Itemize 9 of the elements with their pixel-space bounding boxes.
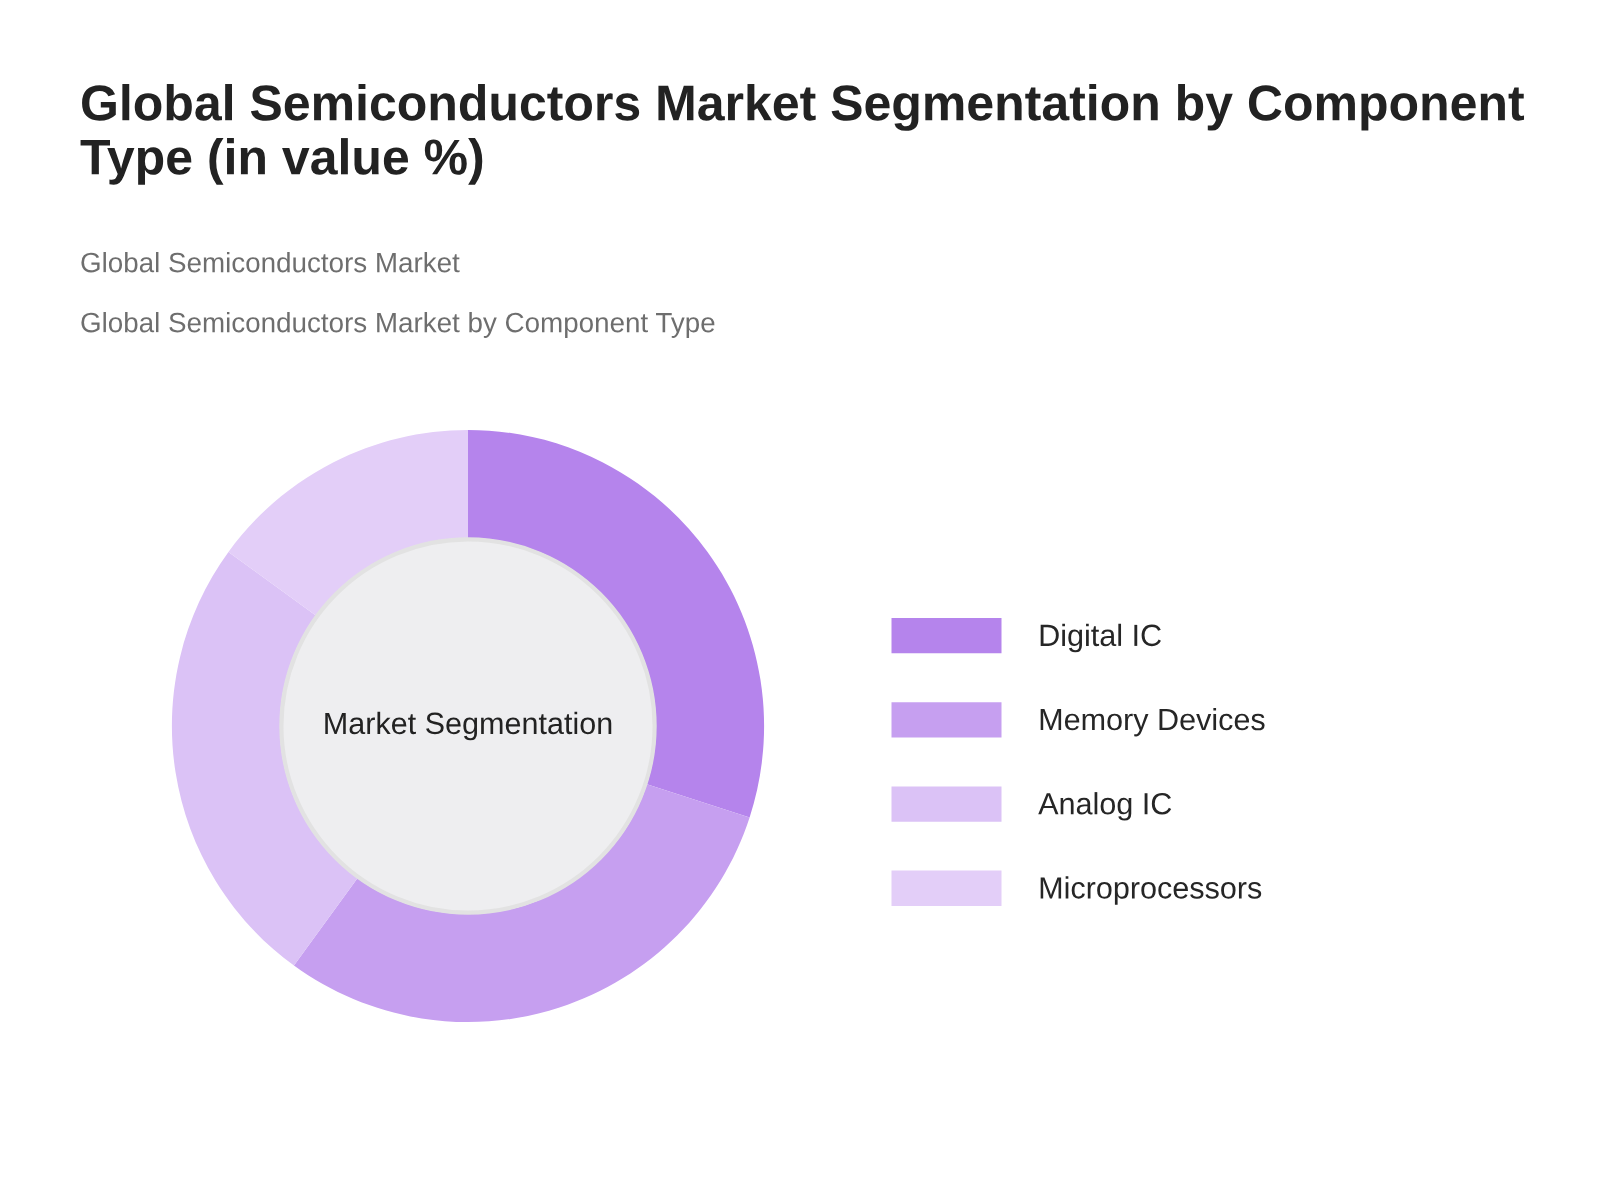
legend-label: Memory Devices	[1040, 707, 1265, 737]
chart-title: Global Semiconductors Market Segmentation by Component Type (in value %)	[80, 84, 1525, 185]
text: Market Segmentation	[325, 711, 612, 741]
donut-slice	[293, 784, 750, 1023]
text: Global Semiconductors Market by Component Type	[81, 312, 715, 338]
legend-label: Digital IC	[1040, 623, 1161, 653]
legend-label: Microprocessors	[1040, 876, 1262, 905]
chart-subtitle: Global Semiconductors Market	[81, 252, 460, 273]
legend-label: Analog IC	[1038, 792, 1172, 821]
